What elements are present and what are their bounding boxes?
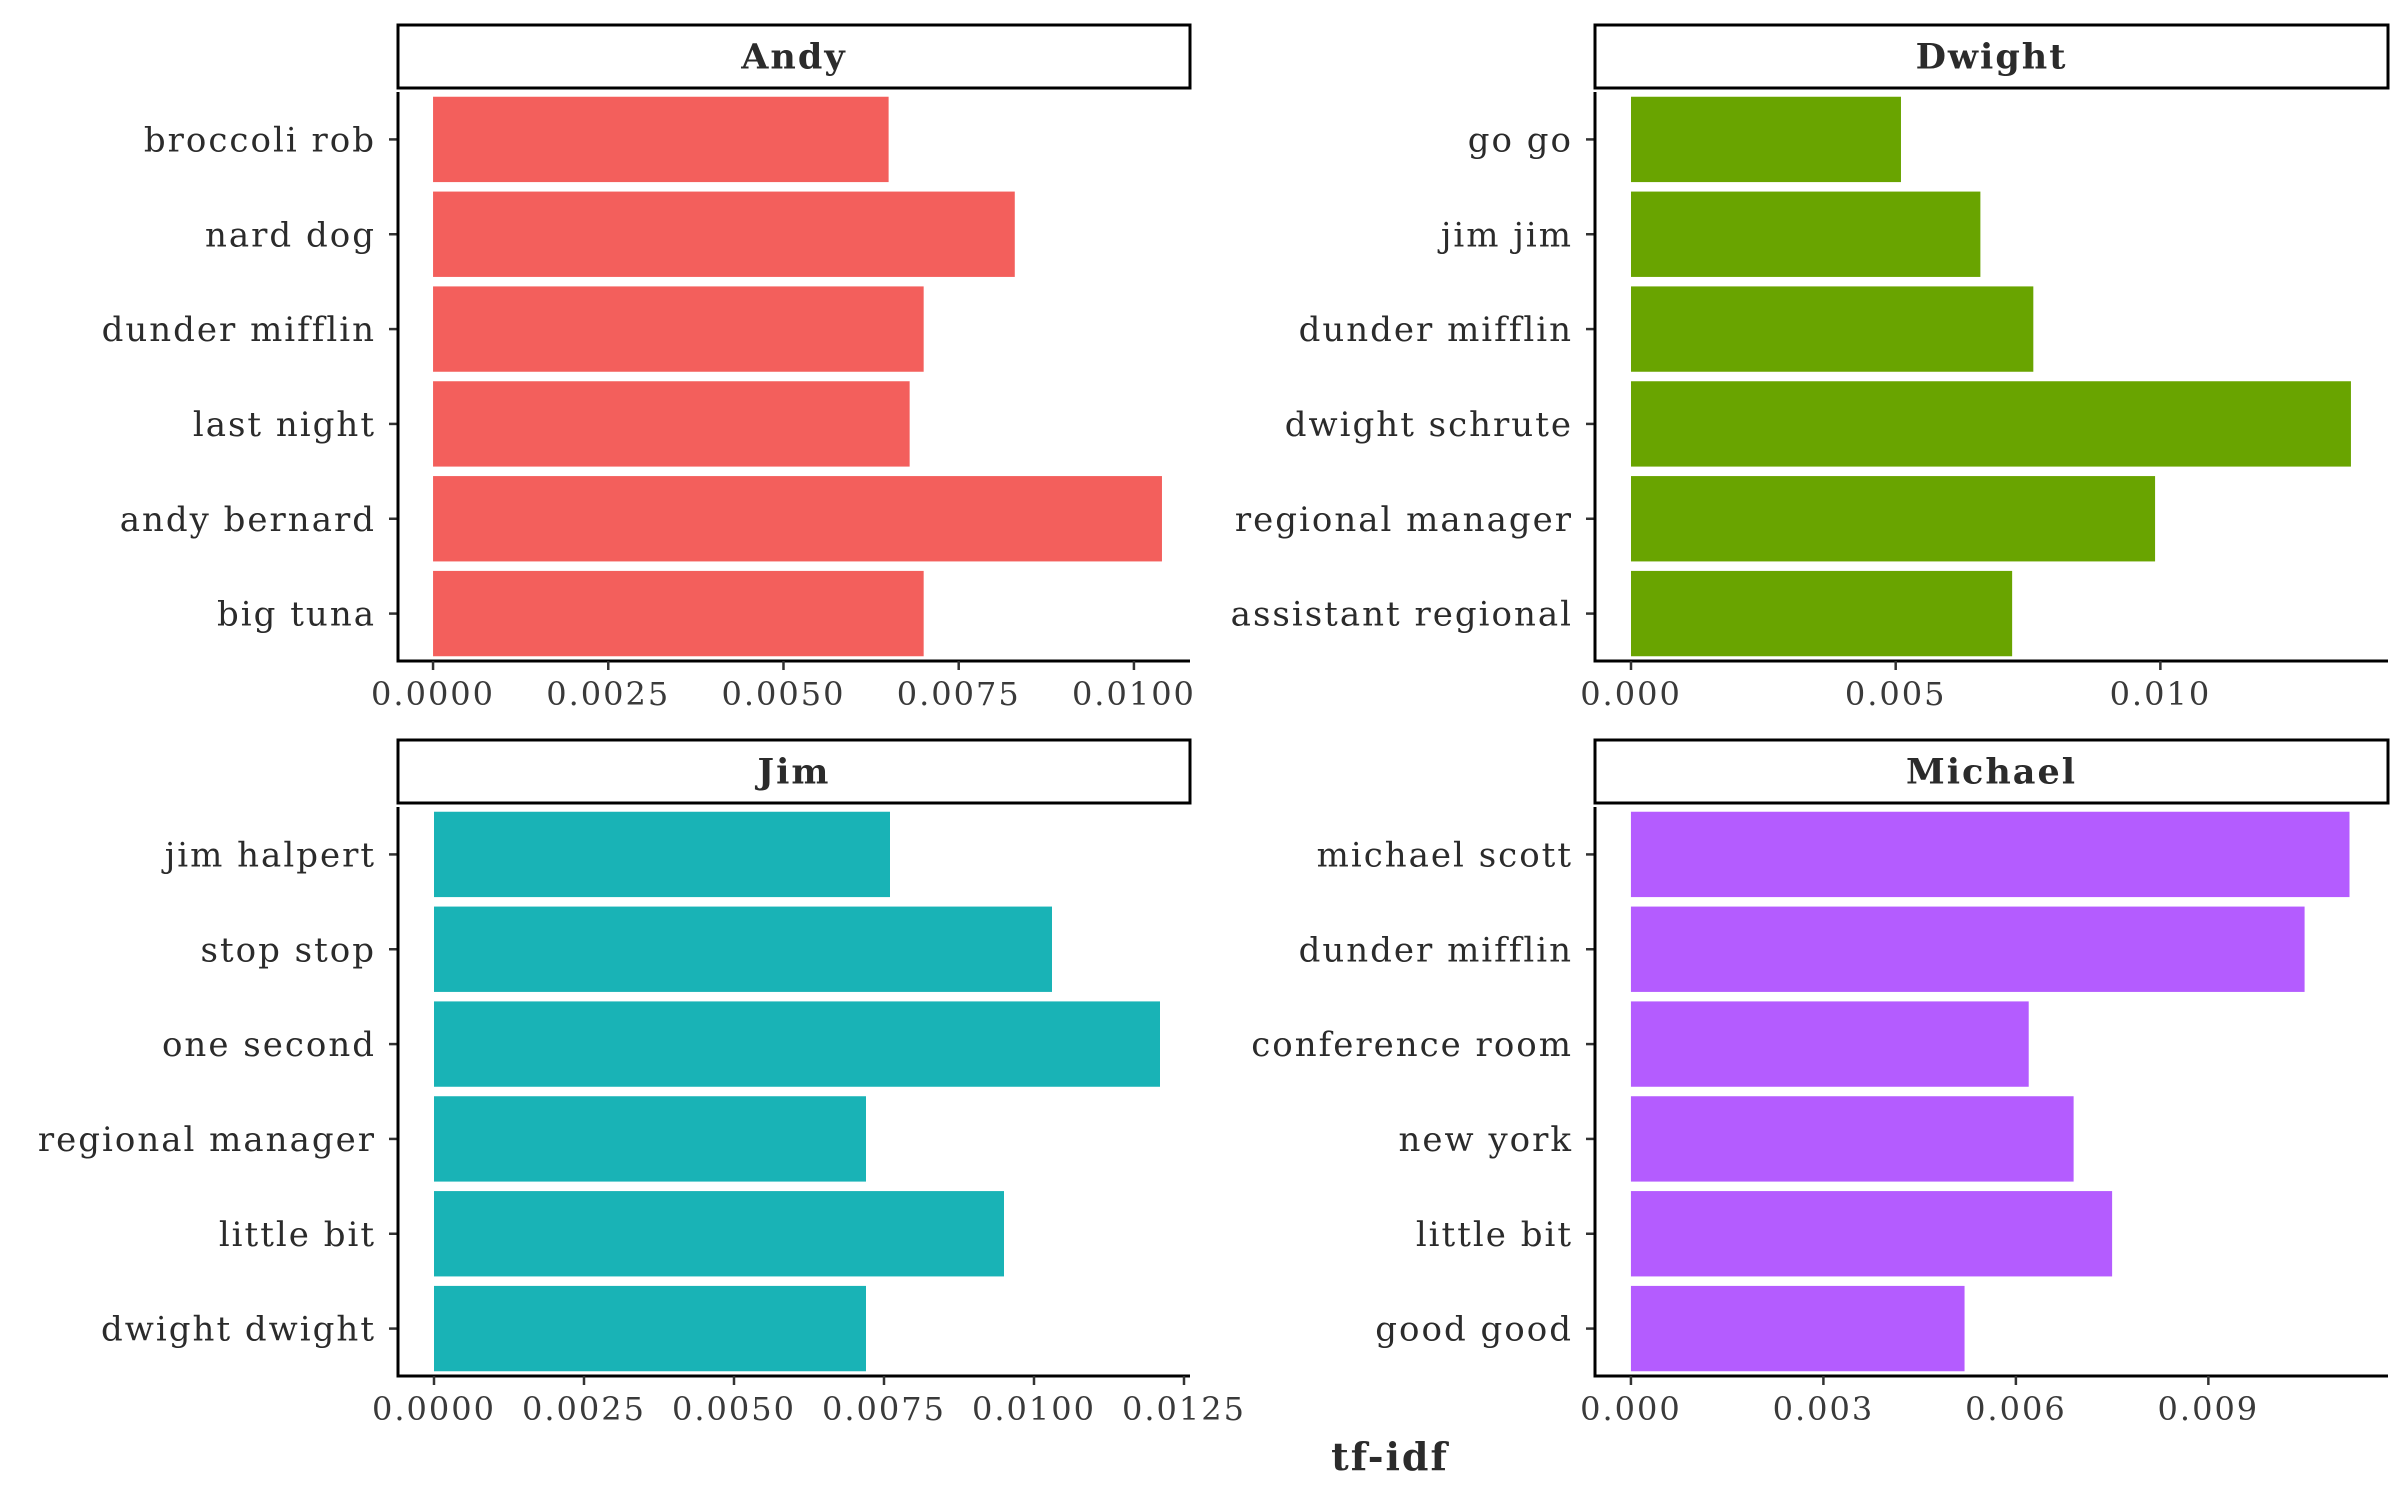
term-label-michael-new-york: new york bbox=[1399, 1120, 1573, 1160]
term-label-andy-broccoli-rob: broccoli rob bbox=[144, 120, 376, 160]
term-label-jim-regional-manager: regional manager bbox=[38, 1120, 376, 1160]
term-label-andy-dunder-mifflin: dunder mifflin bbox=[102, 310, 376, 350]
term-label-michael-michael-scott: michael scott bbox=[1317, 835, 1573, 875]
facet-strip-andy bbox=[396, 23, 1192, 90]
bar-jim-stop-stop bbox=[434, 906, 1052, 992]
bar-michael-new-york bbox=[1630, 1096, 2074, 1182]
x-tick-label-jim-4: 0.0100 bbox=[972, 1390, 1096, 1428]
bar-jim-jim-halpert bbox=[434, 811, 890, 898]
bar-andy-andy-bernard bbox=[433, 476, 1162, 562]
term-label-michael-dunder-mifflin: dunder mifflin bbox=[1299, 930, 1573, 970]
bar-andy-big-tuna bbox=[433, 570, 924, 657]
term-label-jim-one-second: one second bbox=[162, 1025, 376, 1065]
x-tick-label-michael-1: 0.003 bbox=[1773, 1390, 1875, 1428]
bar-dwight-assistant-regional bbox=[1630, 570, 2013, 657]
term-label-andy-andy-bernard: andy bernard bbox=[120, 500, 376, 540]
bar-michael-conference-room bbox=[1630, 1001, 2029, 1087]
facet-label-jim: Jim bbox=[755, 752, 831, 793]
facet-label-michael: Michael bbox=[1906, 752, 2077, 793]
facet-strip-jim bbox=[396, 738, 1192, 805]
facet-label-andy: Andy bbox=[740, 37, 846, 78]
x-tick-label-andy-2: 0.0050 bbox=[722, 675, 846, 713]
term-label-michael-little-bit: little bit bbox=[1416, 1215, 1573, 1255]
bar-andy-last-night bbox=[433, 381, 910, 467]
bar-dwight-regional-manager bbox=[1630, 476, 2156, 562]
bar-michael-dunder-mifflin bbox=[1630, 906, 2305, 992]
x-tick-label-jim-2: 0.0050 bbox=[672, 1390, 796, 1428]
term-label-dwight-regional-manager: regional manager bbox=[1235, 500, 1573, 540]
term-label-jim-little-bit: little bit bbox=[219, 1215, 376, 1255]
panel-jim: Jim jim halpert stop stop one second regiona… bbox=[38, 738, 1246, 1428]
term-label-jim-stop-stop: stop stop bbox=[201, 930, 377, 970]
facet-strip-michael bbox=[1593, 738, 2390, 805]
bar-michael-good-good bbox=[1630, 1285, 1965, 1372]
term-label-michael-conference-room: conference room bbox=[1251, 1025, 1573, 1065]
bar-dwight-dwight-schrute bbox=[1630, 381, 2351, 467]
term-label-dwight-dwight-schrute: dwight schrute bbox=[1285, 405, 1573, 445]
x-tick-label-andy-0: 0.0000 bbox=[371, 675, 495, 713]
bar-dwight-jim-jim bbox=[1630, 191, 1981, 277]
x-tick-label-andy-1: 0.0025 bbox=[546, 675, 670, 713]
bar-michael-little-bit bbox=[1630, 1191, 2113, 1277]
x-tick-label-michael-2: 0.006 bbox=[1965, 1390, 2067, 1428]
panel-michael: Michael michael scott dunder mifflin confer… bbox=[1251, 738, 2390, 1428]
x-tick-label-dwight-2: 0.010 bbox=[2110, 675, 2212, 713]
term-label-dwight-dunder-mifflin: dunder mifflin bbox=[1299, 310, 1573, 350]
term-label-michael-good-good: good good bbox=[1375, 1310, 1573, 1350]
bar-jim-dwight-dwight bbox=[434, 1285, 866, 1372]
x-tick-label-dwight-0: 0.000 bbox=[1580, 675, 1682, 713]
term-label-andy-nard-dog: nard dog bbox=[205, 215, 376, 255]
panel-andy: Andy broccoli rob nard dog dunder mifflin la… bbox=[102, 23, 1196, 713]
x-tick-label-jim-0: 0.0000 bbox=[372, 1390, 496, 1428]
bar-jim-little-bit bbox=[434, 1191, 1004, 1277]
x-tick-label-jim-1: 0.0025 bbox=[522, 1390, 646, 1428]
term-label-jim-jim-halpert: jim halpert bbox=[161, 835, 376, 875]
x-axis-title: tf-idf bbox=[1331, 1434, 1449, 1479]
facet-panels: Andy broccoli rob nard dog dunder mifflin la… bbox=[38, 23, 2390, 1428]
x-tick-label-jim-5: 0.0125 bbox=[1122, 1390, 1246, 1428]
panel-dwight: Dwight go go jim jim dunder mifflin dwight s… bbox=[1231, 23, 2390, 713]
bar-andy-broccoli-rob bbox=[433, 96, 889, 183]
term-label-jim-dwight-dwight: dwight dwight bbox=[101, 1310, 376, 1350]
bar-andy-nard-dog bbox=[433, 191, 1015, 277]
term-label-andy-big-tuna: big tuna bbox=[217, 595, 376, 635]
term-label-dwight-go-go: go go bbox=[1468, 120, 1573, 160]
x-tick-label-michael-0: 0.000 bbox=[1580, 1390, 1682, 1428]
x-tick-label-andy-3: 0.0075 bbox=[897, 675, 1021, 713]
term-label-dwight-jim-jim: jim jim bbox=[1437, 215, 1573, 255]
x-tick-label-jim-3: 0.0075 bbox=[822, 1390, 946, 1428]
term-label-andy-last-night: last night bbox=[193, 405, 376, 445]
bar-michael-michael-scott bbox=[1630, 811, 2350, 898]
bar-dwight-go-go bbox=[1630, 96, 1901, 183]
bar-dwight-dunder-mifflin bbox=[1630, 286, 2034, 372]
x-tick-label-andy-4: 0.0100 bbox=[1072, 675, 1196, 713]
x-tick-label-michael-3: 0.009 bbox=[2158, 1390, 2260, 1428]
facet-label-dwight: Dwight bbox=[1916, 37, 2068, 78]
bar-jim-regional-manager bbox=[434, 1096, 866, 1182]
facet-strip-dwight bbox=[1593, 23, 2390, 90]
term-label-dwight-assistant-regional: assistant regional bbox=[1231, 595, 1573, 635]
bar-andy-dunder-mifflin bbox=[433, 286, 924, 372]
bar-jim-one-second bbox=[434, 1001, 1160, 1087]
x-tick-label-dwight-1: 0.005 bbox=[1845, 675, 1947, 713]
